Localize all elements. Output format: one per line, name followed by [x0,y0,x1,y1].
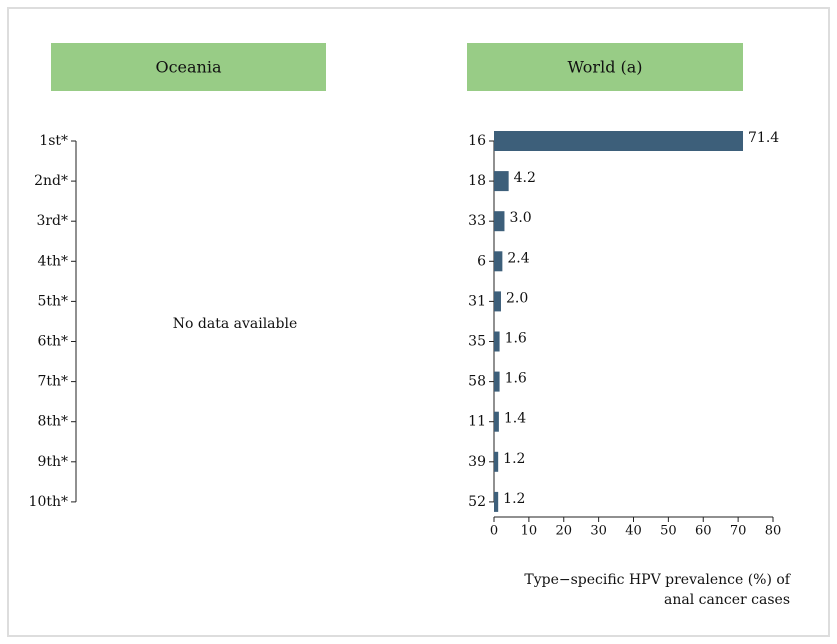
value-label: 4.2 [514,170,536,186]
y-tick-label: 39 [468,454,486,470]
panel-header [51,43,326,91]
value-label: 2.0 [506,290,528,306]
bar [494,411,499,432]
x-tick-label: 80 [765,524,782,539]
value-label: 1.2 [503,491,525,507]
y-tick-label: 4th* [37,253,68,269]
x-tick-label: 0 [490,524,498,539]
annotation: No data available [173,316,298,332]
bar [494,331,500,352]
value-label: 3.0 [509,210,531,226]
y-tick-label: 1st* [39,133,68,149]
bar [494,451,499,472]
x-tick-label: 60 [695,524,712,539]
y-tick-label: 6 [477,253,486,269]
y-tick-label: 9th* [37,454,68,470]
y-tick-label: 31 [468,293,486,309]
panel-title: Oceania [155,58,222,77]
x-tick-label: 30 [590,524,607,539]
bar [494,251,503,272]
y-tick-label: 18 [468,173,486,189]
x-tick-label: 70 [730,524,747,539]
x-tick-label: 50 [660,524,677,539]
x-tick-label: 10 [521,524,538,539]
y-tick-label: 5th* [37,293,68,309]
value-label: 1.6 [505,371,527,387]
value-label: 71.4 [748,130,779,146]
bar [494,211,505,232]
x-axis-label: Type−specific HPV prevalence (%) of [524,572,791,588]
bar [494,131,744,151]
x-axis-label: anal cancer cases [664,592,790,608]
y-tick-label: 52 [468,494,486,510]
y-tick-label: 35 [468,334,486,350]
bar [494,491,499,512]
bar [494,371,500,392]
x-tick-label: 40 [625,524,642,539]
value-label: 1.4 [504,411,526,427]
value-label: 1.2 [503,451,525,467]
bar [494,171,509,192]
y-tick-label: 8th* [37,414,68,430]
y-tick-label: 7th* [37,374,68,390]
frame [7,7,830,637]
bar [494,291,501,312]
y-tick-label: 11 [468,414,486,430]
y-tick-label: 16 [468,133,486,149]
y-tick-label: 33 [468,213,486,229]
value-label: 1.6 [505,331,527,347]
y-tick-label: 3rd* [36,213,68,229]
y-tick-label: 10th* [29,494,68,510]
y-tick-label: 6th* [37,334,68,350]
panel-header [467,43,743,91]
value-label: 2.4 [507,250,529,266]
y-tick-label: 58 [468,374,486,390]
panel-title: World (a) [567,58,642,77]
y-tick-label: 2nd* [34,173,68,189]
x-tick-label: 20 [555,524,572,539]
